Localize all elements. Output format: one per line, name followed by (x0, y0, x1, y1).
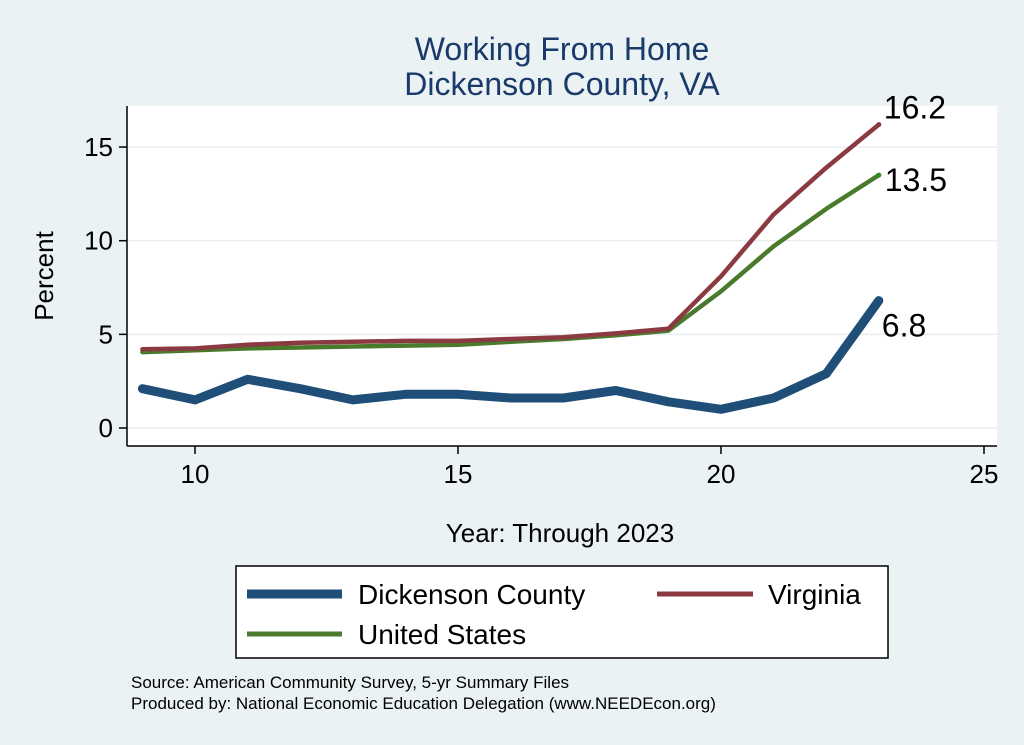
series-line-virginia (140, 122, 882, 352)
legend-box (235, 565, 889, 659)
legend: Dickenson County Virginia United States (235, 565, 889, 659)
y-tick-label: 5 (99, 319, 113, 349)
gridlines (127, 146, 997, 429)
legend-label-us: United States (358, 619, 526, 650)
x-tick-label: 15 (444, 459, 473, 489)
end-label-virginia: 16.2 (884, 90, 946, 126)
end-marker (875, 297, 882, 304)
x-axis-title: Year: Through 2023 (446, 518, 674, 548)
end-label-us: 13.5 (885, 162, 947, 198)
series-layer (137, 122, 884, 414)
end-marker (876, 172, 882, 178)
producer-note: Produced by: National Economic Education… (131, 694, 716, 713)
x-tick-label: 10 (181, 459, 210, 489)
chart-subtitle: Dickenson County, VA (404, 66, 720, 102)
legend-label-virginia: Virginia (768, 579, 861, 610)
axes: 0 5 10 15 10 15 20 25 (84, 106, 998, 489)
chart-title: Working From Home (415, 31, 710, 67)
plot-area (127, 106, 997, 446)
legend-label-dickenson: Dickenson County (358, 579, 585, 610)
y-tick-label: 15 (84, 132, 113, 162)
series-line-us (140, 172, 882, 355)
y-tick-label: 0 (99, 413, 113, 443)
x-tick-label: 20 (707, 459, 736, 489)
series-line-dickenson (137, 296, 884, 414)
end-marker (876, 122, 882, 128)
y-axis-title: Percent (29, 230, 59, 320)
source-note: Source: American Community Survey, 5-yr … (131, 673, 569, 692)
y-tick-label: 10 (84, 226, 113, 256)
end-label-dickenson: 6.8 (882, 308, 926, 344)
end-labels: 6.8 16.2 13.5 (882, 90, 947, 344)
x-tick-label: 25 (970, 459, 999, 489)
